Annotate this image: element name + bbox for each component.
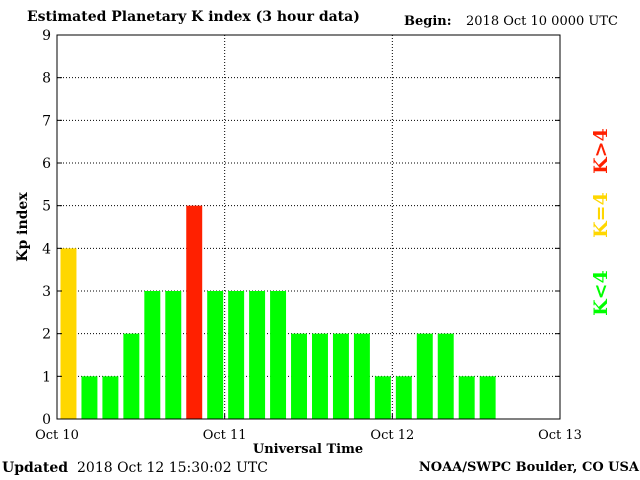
y-tick-label: 6 xyxy=(42,156,51,172)
kp-bar xyxy=(312,333,328,419)
kp-bar xyxy=(374,376,391,419)
kp-bar xyxy=(249,291,266,419)
begin-value: 2018 Oct 10 0000 UTC xyxy=(466,14,618,29)
kp-bar xyxy=(395,376,412,419)
kp-bar xyxy=(144,291,161,419)
y-tick-label: 3 xyxy=(42,284,51,300)
kp-bar xyxy=(270,291,287,419)
kp-bar xyxy=(81,376,98,419)
updated-timestamp: 2018 Oct 12 15:30:02 UTC xyxy=(77,460,268,476)
legend-k-equals-4: K=4 xyxy=(590,190,612,240)
kp-bar xyxy=(186,205,203,419)
legend-k-lt4-label: K<4 xyxy=(590,270,612,316)
x-axis-label: Universal Time xyxy=(253,442,363,457)
kp-bar xyxy=(437,333,454,419)
y-tick-label: 4 xyxy=(42,241,51,257)
bars xyxy=(60,205,496,419)
chart-title: Estimated Planetary K index (3 hour data… xyxy=(27,9,360,25)
y-tick-label: 8 xyxy=(42,71,51,87)
x-tick-label: Oct 12 xyxy=(370,428,414,443)
y-tick-label: 9 xyxy=(42,28,51,44)
updated-label: Updated xyxy=(2,460,69,476)
kp-bar xyxy=(60,248,77,419)
kp-bar xyxy=(291,333,307,419)
kp-bar xyxy=(479,376,496,419)
kp-bar xyxy=(332,333,349,419)
x-ticks: Oct 10 Oct 11 Oct 12 Oct 13 xyxy=(35,414,582,443)
legend-k-greater-than-4: K>4 xyxy=(590,126,612,176)
y-tick-label: 7 xyxy=(42,113,51,129)
credit-text: NOAA/SWPC Boulder, CO USA xyxy=(418,460,639,475)
y-axis-label: Kp index xyxy=(15,192,31,262)
kp-bar xyxy=(458,376,475,419)
kp-bar xyxy=(353,333,370,419)
x-tick-label: Oct 10 xyxy=(35,428,79,443)
kp-bar xyxy=(207,291,224,419)
kp-bar xyxy=(165,291,182,419)
plot-frame xyxy=(56,34,561,420)
kp-bar xyxy=(416,333,433,419)
grid-lines xyxy=(57,35,560,419)
y-tick-label: 2 xyxy=(42,327,51,343)
y-tick-label: 5 xyxy=(42,199,51,215)
kp-bar xyxy=(102,376,119,419)
x-tick-label: Oct 13 xyxy=(538,428,582,443)
legend-k-gt4-label: K>4 xyxy=(590,128,612,174)
y-ticks: 0 1 2 3 4 5 6 7 8 9 xyxy=(42,28,560,428)
y-tick-label: 1 xyxy=(42,369,51,385)
legend-k-less-than-4: K<4 xyxy=(590,268,612,318)
y-tick-label: 0 xyxy=(42,412,51,428)
kp-bar xyxy=(123,333,140,419)
legend-k-eq4-label: K=4 xyxy=(590,192,612,238)
x-tick-label: Oct 11 xyxy=(203,428,247,443)
kp-bar xyxy=(228,291,245,419)
begin-label: Begin: xyxy=(404,14,452,29)
